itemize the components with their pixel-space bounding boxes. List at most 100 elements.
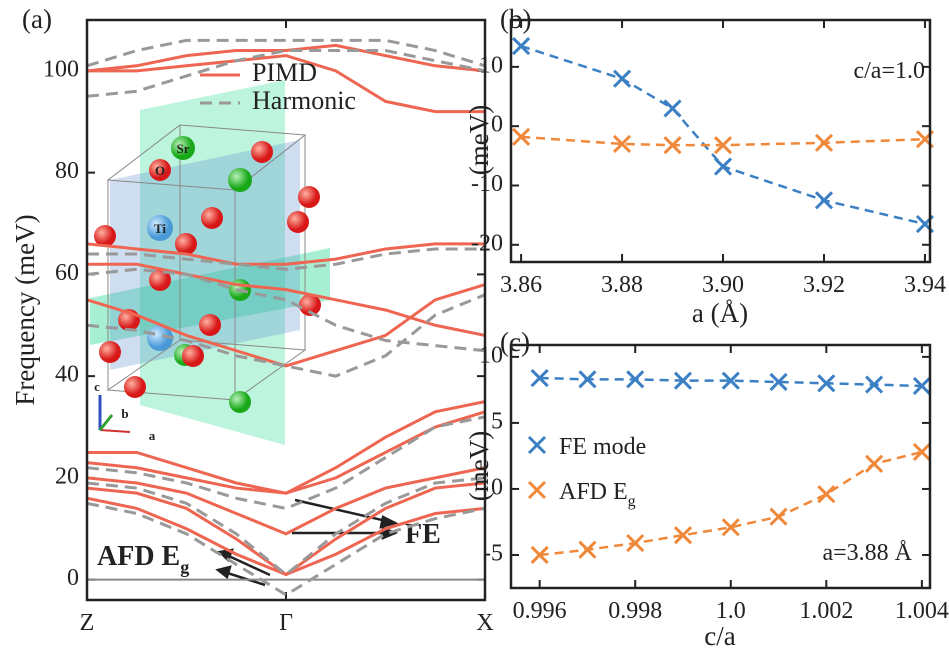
legend-label: PIMD [252, 58, 317, 87]
marker-stroke [512, 127, 531, 146]
band-line [87, 400, 485, 495]
inset-structure: Sr O Ti c b a [90, 80, 330, 445]
inset-label: Ti [154, 221, 166, 236]
x-tick-label: 3.94 [904, 272, 946, 298]
x-tick-label: 1.002 [799, 598, 853, 624]
inset-label: b [121, 406, 128, 421]
annotation: AFD Eg [97, 541, 189, 577]
band-line [87, 38, 485, 68]
x-tick-label: 1.004 [895, 598, 949, 624]
band-line [87, 267, 485, 353]
marker-stroke [814, 191, 834, 210]
marker-stroke [769, 507, 788, 526]
series-line [520, 44, 926, 226]
y-tick-label: 100 [43, 56, 79, 82]
marker [713, 136, 733, 155]
marker-stroke [865, 454, 884, 473]
marker [769, 507, 788, 526]
x-tick-label: Z [80, 610, 95, 636]
inset-label: a [149, 428, 156, 443]
marker [673, 371, 693, 390]
marker [612, 134, 632, 154]
x-tick-label: 3.92 [803, 272, 845, 298]
marker [912, 442, 931, 462]
series-line [539, 376, 922, 388]
marker-stroke [527, 435, 547, 455]
series-line [521, 135, 925, 147]
legend-label: AFD Eg [559, 479, 636, 510]
marker [713, 157, 733, 176]
marker [814, 133, 834, 152]
band-line [87, 501, 485, 597]
y-tick-label: 60 [55, 260, 79, 286]
band-line [87, 466, 485, 536]
band-line [87, 49, 485, 98]
marker [769, 372, 788, 392]
marker [512, 127, 531, 146]
marker [626, 534, 645, 553]
y-axis-label: (meV) [464, 431, 494, 501]
band-line [87, 242, 485, 266]
inset-label: O [155, 163, 165, 178]
marker-stroke [626, 370, 645, 389]
x-tick-label: 0.996 [513, 598, 567, 624]
panel-label: (a) [22, 4, 52, 34]
x-tick-label: 0.998 [608, 598, 662, 624]
band-line [87, 415, 485, 510]
marker [530, 368, 549, 388]
band-line [87, 481, 485, 577]
x-tick-label: 1.0 [716, 598, 746, 624]
marker [912, 376, 931, 396]
marker [663, 136, 682, 155]
annotation-text: AFD E [97, 541, 180, 572]
plot-frame [85, 18, 487, 602]
inset-label: c [94, 379, 100, 394]
marker [663, 99, 682, 118]
y-axis-label: Frequency (meV) [10, 214, 40, 405]
marker-stroke [673, 526, 693, 545]
marker-stroke [626, 534, 645, 553]
marker [817, 374, 836, 393]
band-line [87, 54, 485, 114]
marker-stroke [721, 371, 740, 390]
x-tick-label: 3.90 [702, 272, 744, 298]
band-line [87, 247, 485, 271]
marker [578, 540, 597, 559]
marker-stroke [663, 136, 682, 155]
y-tick-label: -20 [471, 230, 503, 256]
x-tick-label: 3.86 [500, 272, 542, 298]
legend-marker [527, 480, 547, 500]
marker-stroke [663, 99, 682, 118]
marker-stroke [530, 545, 549, 565]
marker [814, 191, 834, 210]
legend-sub: g [628, 493, 636, 510]
marker [578, 370, 597, 389]
marker-stroke [865, 375, 884, 394]
band-line [87, 293, 485, 378]
marker-stroke [713, 136, 733, 155]
marker [512, 37, 531, 56]
marker-stroke [817, 374, 836, 393]
band-line [87, 262, 485, 337]
y-tick-label: 40 [55, 362, 79, 388]
legend-text: AFD E [559, 479, 628, 505]
marker-stroke [817, 485, 836, 504]
marker [530, 545, 549, 565]
plot-frame [509, 343, 932, 590]
legend-marker [527, 435, 547, 455]
band-line [87, 476, 485, 577]
bands [87, 38, 485, 597]
y-tick-label: 10 [479, 342, 503, 368]
annotation-sub: g [180, 557, 189, 577]
marker-stroke [769, 372, 788, 392]
marker-stroke [814, 133, 834, 152]
inset-label: Sr [177, 141, 190, 156]
marker-stroke [673, 371, 693, 390]
annotation: a=3.88 Å [822, 540, 912, 566]
x-tick-label: Γ [279, 610, 293, 636]
marker-stroke [578, 540, 597, 559]
marker [626, 370, 645, 389]
marker-stroke [512, 37, 531, 56]
y-tick-label: 80 [55, 158, 79, 184]
y-tick-label: 0 [67, 565, 79, 591]
